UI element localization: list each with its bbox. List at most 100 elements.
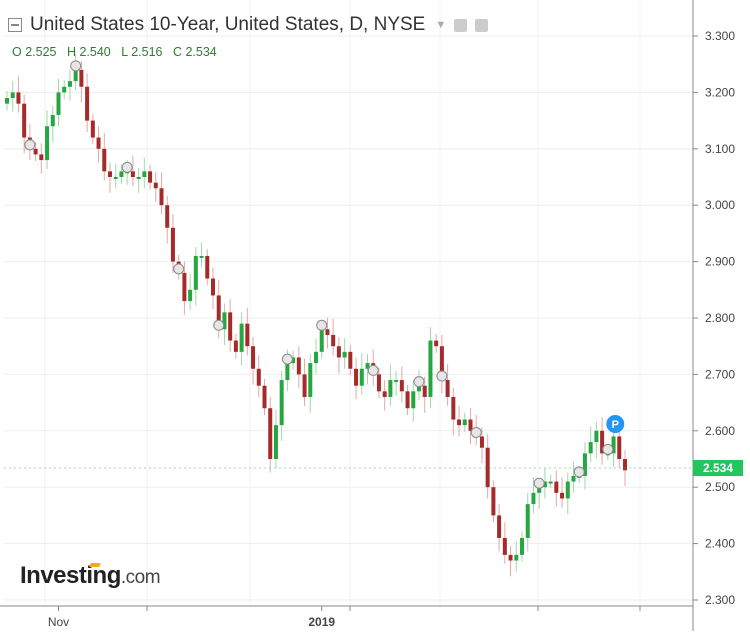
candle-body xyxy=(376,374,381,392)
candle-body xyxy=(188,289,193,302)
candle-body xyxy=(262,385,267,409)
candle-body xyxy=(193,255,198,290)
candle-body xyxy=(10,92,15,99)
candle-body xyxy=(279,380,284,426)
candle-body xyxy=(251,346,256,369)
event-marker xyxy=(281,353,293,365)
candle-body xyxy=(102,148,107,172)
y-tick-label: 3.000 xyxy=(705,198,735,212)
y-tick-label: 2.700 xyxy=(705,367,735,381)
logo-accent xyxy=(89,563,101,567)
candle-body xyxy=(405,391,410,409)
candle-body xyxy=(148,171,153,183)
candle-body xyxy=(216,295,221,330)
candle-body xyxy=(319,329,324,352)
candle-body xyxy=(62,86,67,93)
candle-body xyxy=(130,171,135,177)
candle-body xyxy=(119,171,124,177)
candle-body xyxy=(411,391,416,409)
candle-body xyxy=(468,419,473,431)
y-tick-label: 2.600 xyxy=(705,424,735,438)
candle-body xyxy=(302,374,307,397)
candle-body xyxy=(90,120,95,138)
candle-body xyxy=(491,487,496,516)
candle-body xyxy=(153,182,158,189)
candle-body xyxy=(439,346,444,381)
candle-body xyxy=(291,357,296,364)
event-marker xyxy=(316,319,328,331)
candle-body xyxy=(314,351,318,364)
candle-body xyxy=(96,137,101,149)
candle-body xyxy=(256,368,261,386)
settings-icon[interactable] xyxy=(475,18,489,32)
y-tick-label: 3.100 xyxy=(705,142,735,156)
candle-body xyxy=(22,103,27,138)
event-marker xyxy=(121,161,133,173)
candle-body xyxy=(331,334,336,347)
event-marker xyxy=(173,263,185,275)
candle-body xyxy=(170,227,175,262)
event-marker xyxy=(470,426,482,438)
candle-body xyxy=(508,554,513,561)
candle-body xyxy=(588,442,593,454)
candle-body xyxy=(228,312,233,341)
dropdown-caret-icon[interactable]: ▼ xyxy=(435,19,447,31)
candle-body xyxy=(73,69,78,82)
candle-body xyxy=(113,177,118,179)
y-tick-label: 2.800 xyxy=(705,311,735,325)
candle-body xyxy=(79,69,84,87)
candle-body xyxy=(39,154,44,161)
candle-body xyxy=(434,340,439,347)
low-value: L 2.516 xyxy=(121,45,163,59)
candle-body xyxy=(485,447,490,488)
y-tick-label: 3.200 xyxy=(705,85,735,99)
candle-body xyxy=(205,255,210,279)
investing-logo: Investing.com xyxy=(20,562,161,590)
event-marker xyxy=(367,364,379,376)
collapse-icon[interactable] xyxy=(8,18,22,32)
eye-icon[interactable] xyxy=(454,18,468,32)
candle-body xyxy=(531,492,536,505)
logo-main: Investing xyxy=(20,562,121,589)
p-marker-label: P xyxy=(612,419,619,431)
candle-body xyxy=(502,537,507,555)
event-marker xyxy=(436,370,448,382)
close-value: C 2.534 xyxy=(172,45,217,59)
candle-body xyxy=(365,363,370,369)
candle-body xyxy=(457,419,462,426)
candle-body xyxy=(451,396,456,420)
p-marker-icon xyxy=(606,415,625,433)
candle-body xyxy=(296,357,301,375)
candle-body xyxy=(245,323,250,347)
candle-body xyxy=(233,340,238,352)
candle-body xyxy=(565,481,570,499)
candle-body xyxy=(50,114,55,127)
chart-header: United States 10-Year, United States, D,… xyxy=(8,14,489,36)
candle-body xyxy=(211,278,215,296)
candle-body xyxy=(159,188,164,206)
y-tick-label: 2.300 xyxy=(705,593,735,607)
chart-title: United States 10-Year, United States, D,… xyxy=(30,14,426,35)
candle-body xyxy=(497,515,502,538)
candle-body xyxy=(285,363,290,381)
candle-body xyxy=(623,459,627,471)
candle-body xyxy=(359,368,364,386)
high-value: H 2.540 xyxy=(66,45,111,59)
candle-body xyxy=(33,148,38,155)
candle-body xyxy=(571,475,576,482)
candle-body xyxy=(394,380,399,383)
candle-body xyxy=(548,481,553,484)
candle-body xyxy=(222,312,227,330)
candle-body xyxy=(479,436,484,448)
candle-body xyxy=(462,419,467,426)
candle-body xyxy=(325,329,330,335)
candle-body xyxy=(67,81,72,87)
event-marker xyxy=(70,60,82,72)
candle-body xyxy=(108,171,112,177)
candle-body xyxy=(520,537,524,555)
event-marker xyxy=(533,477,545,489)
event-marker xyxy=(573,466,585,478)
candle-body xyxy=(617,436,622,459)
